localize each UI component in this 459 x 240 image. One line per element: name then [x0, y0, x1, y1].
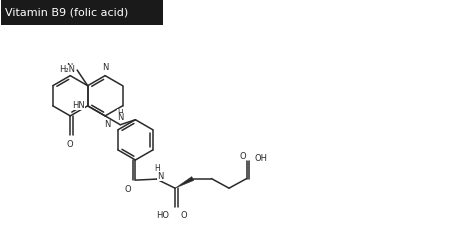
- Text: N: N: [157, 172, 163, 181]
- Polygon shape: [175, 177, 194, 188]
- Text: O: O: [239, 152, 246, 161]
- Text: Vitamin B9 (folic acid): Vitamin B9 (folic acid): [5, 7, 129, 17]
- Text: O: O: [124, 185, 131, 194]
- Text: HN: HN: [72, 101, 85, 110]
- FancyBboxPatch shape: [1, 0, 163, 25]
- Text: OH: OH: [255, 155, 268, 163]
- Text: HO: HO: [156, 211, 168, 220]
- Text: N: N: [102, 62, 108, 72]
- Text: H: H: [118, 109, 123, 118]
- Text: N: N: [117, 113, 123, 122]
- Text: H₂N: H₂N: [59, 65, 75, 74]
- Text: N: N: [104, 120, 110, 129]
- Text: H: H: [155, 164, 160, 173]
- Text: O: O: [180, 211, 187, 220]
- Text: N: N: [66, 62, 73, 72]
- Text: O: O: [67, 140, 73, 149]
